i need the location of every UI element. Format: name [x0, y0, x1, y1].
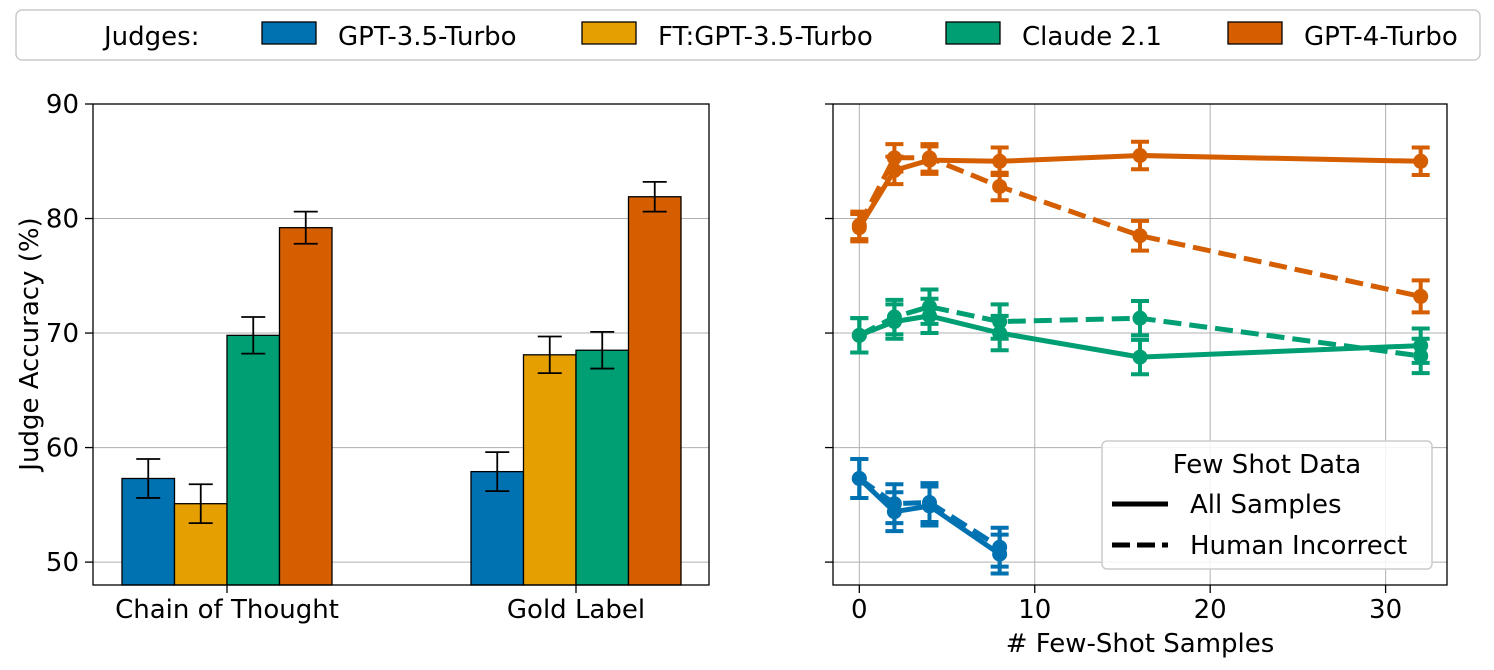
bar-y-tick-label-80: 80 [46, 205, 79, 235]
error-bar-gold-label-claude-2-1 [590, 331, 615, 370]
point-claude-2-1-dashed-x8 [992, 314, 1008, 330]
line-x-tick-label-20: 20 [1194, 595, 1227, 625]
legend-all-samples-label: All Samples [1190, 490, 1342, 520]
point-gpt-4-turbo-dashed-x2 [886, 150, 902, 166]
legend-label-gpt-3-5-turbo: GPT-3.5-Turbo [338, 22, 517, 52]
error-bar-gold-label-gpt-3-5-turbo [485, 451, 510, 492]
bar-y-tick-label-60: 60 [46, 434, 79, 464]
point-gpt-3-5-turbo-dashed-x2 [886, 496, 902, 512]
series-line-gpt-3-5-turbo-solid [857, 476, 1002, 557]
legend-swatch-claude-2-1 [945, 21, 1001, 45]
point-gpt-3-5-turbo-dashed-x8 [992, 539, 1008, 555]
bar-gold-label-ft-gpt-3-5-turbo [522, 354, 577, 586]
bar-y-tick-label-90: 90 [46, 90, 79, 120]
legend-swatch-gpt-4-turbo [1227, 21, 1283, 45]
few-shot-legend-frame [1101, 440, 1433, 570]
legend-label-claude-2-1: Claude 2.1 [1022, 22, 1162, 52]
point-gpt-4-turbo-dashed-x4 [921, 150, 937, 166]
bar-y-tick-label-70: 70 [46, 319, 79, 349]
line-x-tick-label-0: 0 [851, 595, 868, 625]
point-gpt-4-turbo-solid-x8 [992, 153, 1008, 169]
line-x-tick-label-30: 30 [1369, 595, 1402, 625]
line-chart-frame [832, 103, 1448, 586]
series-line-gpt-4-turbo-dashed [857, 155, 1422, 299]
legend-swatch-ft-gpt-3-5-turbo [581, 21, 637, 45]
point-claude-2-1-dashed-x16 [1132, 310, 1148, 326]
bar-y-tick-label-50: 50 [46, 548, 79, 578]
few-shot-legend: Few Shot Data All Samples Human Incorrec… [1101, 440, 1433, 570]
line-x-tick-label-10: 10 [1018, 595, 1051, 625]
line-chart: 0 10 20 30 # Few-Shot Samples Few Shot Data… [825, 103, 1448, 659]
series-claude-2-1-dashed [850, 287, 1430, 376]
point-gpt-4-turbo-solid-x16 [1132, 148, 1148, 164]
point-gpt-4-turbo-dashed-x0 [851, 217, 867, 233]
series-line-gpt-3-5-turbo-dashed [857, 476, 1002, 550]
point-claude-2-1-dashed-x2 [886, 309, 902, 325]
point-gpt-3-5-turbo-dashed-x4 [921, 495, 937, 511]
bar-chain-of-thought-gpt-4-turbo [278, 227, 333, 586]
bar-gold-label-claude-2-1 [575, 349, 630, 586]
error-bar-gold-label-gpt-4-turbo [642, 180, 667, 213]
bar-chart-y-axis-label: Judge Accuracy (%) [15, 217, 45, 472]
point-gpt-4-turbo-dashed-x16 [1132, 228, 1148, 244]
bar-x-tick-label-gold-label: Gold Label [507, 595, 645, 625]
error-bar-gold-label-ft-gpt-3-5-turbo [537, 335, 562, 375]
bar-chart: 50 60 70 80 90 Chain of Thought Gold Label Jud… [15, 90, 710, 625]
bar-x-tick-label-chain-of-thought: Chain of Thought [115, 595, 339, 625]
legend-label-gpt-4-turbo: GPT-4-Turbo [1304, 22, 1458, 52]
legend-label-ft-gpt-3-5-turbo: FT:GPT-3.5-Turbo [658, 22, 873, 52]
bar-chain-of-thought-claude-2-1 [226, 334, 281, 586]
legend-human-incorrect-label: Human Incorrect [1190, 531, 1407, 561]
error-bar-chain-of-thought-gpt-4-turbo [293, 210, 318, 245]
series-gpt-4-turbo-dashed [850, 142, 1430, 315]
bar-gold-label-gpt-4-turbo [627, 196, 682, 586]
judges-legend: Judges: GPT-3.5-Turbo FT:GPT-3.5-Turbo Cla… [15, 9, 1481, 61]
point-gpt-4-turbo-dashed-x32 [1413, 288, 1429, 304]
judges-legend-frame [15, 9, 1481, 61]
judges-legend-title: Judges: [102, 22, 199, 52]
error-bar-chain-of-thought-claude-2-1 [241, 316, 266, 355]
point-claude-2-1-dashed-x0 [851, 327, 867, 343]
point-claude-2-1-dashed-x32 [1413, 348, 1429, 364]
few-shot-legend-title: Few Shot Data [1173, 450, 1362, 480]
error-bar-chain-of-thought-gpt-3-5-turbo [136, 458, 161, 499]
point-gpt-3-5-turbo-dashed-x0 [851, 470, 867, 486]
series-line-gpt-4-turbo-solid [857, 153, 1421, 230]
bar-chart-frame [92, 103, 710, 586]
error-bar-chain-of-thought-ft-gpt-3-5-turbo [188, 483, 213, 525]
series-gpt-3-5-turbo-dashed [850, 457, 1009, 569]
point-gpt-4-turbo-solid-x32 [1413, 153, 1429, 169]
line-chart-x-axis-label: # Few-Shot Samples [1006, 629, 1275, 659]
point-gpt-4-turbo-dashed-x8 [992, 178, 1008, 194]
point-claude-2-1-solid-x16 [1132, 349, 1148, 365]
legend-swatch-gpt-3-5-turbo [261, 21, 317, 45]
point-claude-2-1-dashed-x4 [921, 299, 937, 315]
